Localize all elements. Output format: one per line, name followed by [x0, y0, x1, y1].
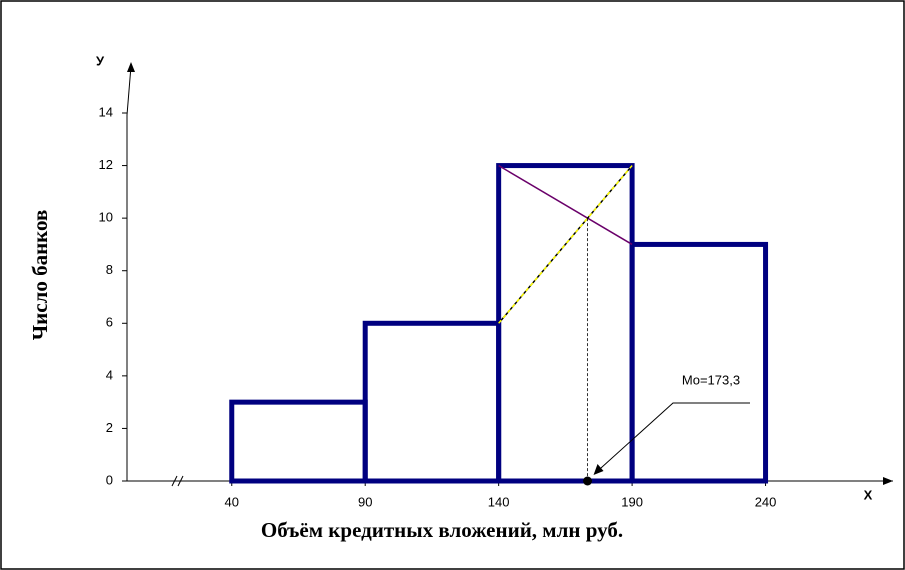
y-tick-label: 10 — [99, 210, 113, 225]
annotation: Mo=173,3 — [682, 372, 740, 387]
y-tick-label: 4 — [106, 367, 113, 382]
x-tick-label: 140 — [488, 494, 510, 509]
bar — [629, 241, 769, 484]
y-tick-label: 6 — [106, 315, 113, 330]
x-tick-label: 240 — [755, 494, 777, 509]
y-tick-label: 8 — [106, 262, 113, 277]
y-axis — [126, 65, 132, 481]
x-tick-label: 90 — [358, 494, 372, 509]
mode-line — [498, 165, 633, 324]
x-axis-name: Х — [864, 487, 873, 502]
annotation-arrow — [593, 464, 604, 475]
x-tick-label: 190 — [621, 494, 643, 509]
y-tick-label: 0 — [106, 472, 113, 487]
axis-break — [171, 475, 184, 487]
y-tick-label: 2 — [106, 420, 113, 435]
y-axis-name: У — [96, 53, 105, 68]
x-axis-label: Объём кредитных вложений, млн руб. — [261, 518, 623, 542]
y-axis-label: Число банков — [28, 210, 52, 341]
mode-point — [583, 476, 593, 486]
mode-line — [498, 164, 633, 246]
y-tick-label: 14 — [99, 104, 113, 119]
annotation-leader — [596, 402, 750, 473]
y-axis-arrow — [127, 62, 135, 72]
y-tick-label: 12 — [99, 157, 113, 172]
x-tick-label: 40 — [225, 494, 239, 509]
x-axis-arrow — [883, 477, 893, 485]
